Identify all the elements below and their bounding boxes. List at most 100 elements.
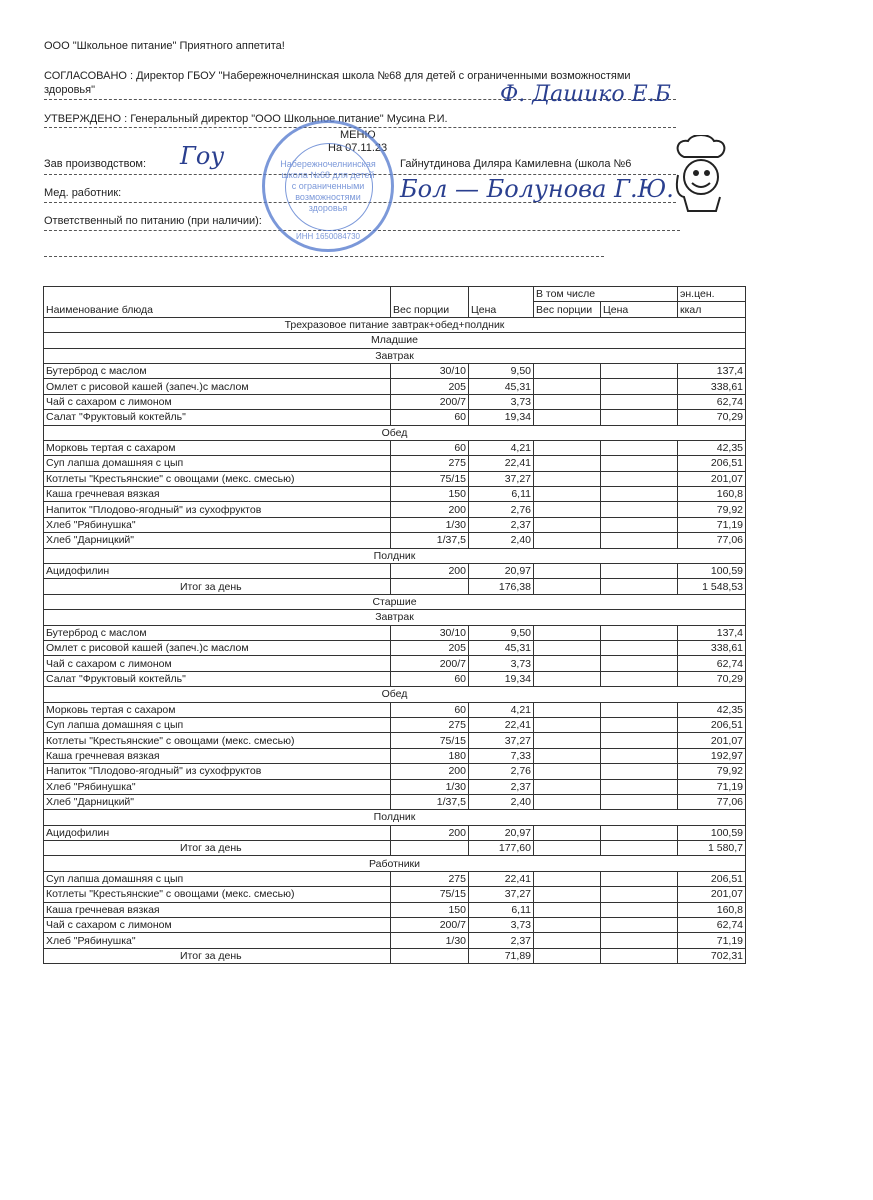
inc-price [599, 763, 679, 780]
inc-price [599, 378, 679, 395]
portion-weight: 150 [390, 901, 469, 919]
inc-price [599, 824, 679, 842]
portion-weight: 275 [390, 455, 469, 472]
kcal: 206,51 [677, 870, 747, 888]
price: 2,40 [468, 532, 534, 549]
table-row: Бутерброд с маслом 30/10 9,50 137,4 [43, 624, 747, 641]
kcal: 71,19 [677, 778, 747, 795]
price: 2,37 [468, 932, 534, 949]
inc-weight [533, 532, 601, 549]
price: 176,38 [468, 578, 534, 595]
price: 45,31 [468, 639, 534, 657]
kcal: 79,92 [677, 501, 747, 518]
price: 4,21 [468, 701, 534, 718]
inc-weight [533, 917, 601, 934]
stamp-text: Набережночелнинская школа №68 для детей … [280, 159, 376, 213]
total-label: Итог за день [43, 578, 391, 595]
table-row: Бутерброд с маслом 30/10 9,50 137,4 [43, 362, 747, 380]
price: 22,41 [468, 455, 534, 472]
section-row: Обед [42, 424, 747, 441]
menu-table: Наименование блюда Вес порции Цена В том… [42, 285, 747, 965]
dish-name: Чай с сахаром с лимоном [43, 655, 391, 672]
table-row: Чай с сахаром с лимоном 200/7 3,73 62,74 [43, 917, 747, 934]
inc-weight [533, 578, 601, 595]
header-including: В том числе [532, 285, 679, 303]
production-name: Гайнутдинова Диляра Камилевна (школа №6 [400, 158, 632, 170]
section-title: Полдник [42, 809, 747, 826]
table-row: Суп лапша домашняя с цып 275 22,41 206,51 [43, 455, 747, 472]
dish-name: Омлет с рисовой кашей (запеч.)с маслом [43, 639, 391, 657]
dish-name: Суп лапша домашняя с цып [43, 455, 391, 472]
portion-weight: 60 [390, 439, 469, 457]
production-signature: Гоу [180, 142, 225, 170]
section-title: Полдник [42, 547, 747, 565]
inc-weight [533, 824, 601, 842]
dish-name: Котлеты "Крестьянские" с овощами (мекс. … [43, 470, 391, 488]
inc-weight [533, 793, 601, 811]
price: 37,27 [468, 886, 534, 903]
inc-weight [533, 486, 601, 503]
divider [44, 256, 604, 257]
table-row: Каша гречневая вязкая 150 6,11 160,8 [43, 901, 747, 919]
inc-price [599, 516, 679, 534]
kcal: 62,74 [677, 655, 747, 672]
kcal: 77,06 [677, 532, 747, 549]
header-energy: эн.цен. [677, 285, 747, 303]
inc-price [599, 655, 679, 672]
kcal: 201,07 [677, 470, 747, 488]
inc-weight [533, 409, 601, 426]
kcal: 1 580,7 [677, 840, 747, 857]
chef-logo-icon [675, 135, 726, 212]
kcal: 1 548,53 [677, 578, 747, 595]
price: 6,11 [468, 486, 534, 503]
portion-weight: 60 [390, 670, 469, 688]
kcal: 42,35 [677, 701, 747, 718]
dish-name: Котлеты "Крестьянские" с овощами (мекс. … [43, 732, 391, 749]
total-label: Итог за день [43, 947, 391, 965]
portion-weight: 1/37,5 [390, 532, 469, 549]
header-inc-price: Цена [599, 301, 679, 318]
portion-weight: 30/10 [390, 362, 469, 380]
inc-price [599, 901, 679, 919]
kcal: 70,29 [677, 409, 747, 426]
inc-price [599, 793, 679, 811]
company-line: ООО "Школьное питание" Приятного аппетит… [44, 40, 285, 52]
dish-name: Каша гречневая вязкая [43, 747, 391, 765]
table-row: Хлеб "Рябинушка" 1/30 2,37 71,19 [43, 516, 747, 534]
portion-weight: 275 [390, 870, 469, 888]
header-inc-weight: Вес порции [533, 301, 601, 318]
price: 22,41 [468, 716, 534, 734]
kcal: 160,8 [677, 901, 747, 919]
section-row: Полдник [42, 809, 747, 826]
portion-weight: 205 [390, 378, 469, 395]
portion-weight: 75/15 [390, 732, 469, 749]
inc-price [599, 917, 679, 934]
kcal: 100,59 [677, 824, 747, 842]
portion-weight [390, 947, 469, 965]
table-row: Чай с сахаром с лимоном 200/7 3,73 62,74 [43, 393, 747, 411]
portion-weight: 150 [390, 486, 469, 503]
inc-weight [533, 763, 601, 780]
price: 3,73 [468, 393, 534, 411]
inc-price [599, 947, 679, 965]
kcal: 137,4 [677, 362, 747, 380]
table-row: Чай с сахаром с лимоном 200/7 3,73 62,74 [43, 655, 747, 672]
table-row: Суп лапша домашняя с цып 275 22,41 206,51 [43, 716, 747, 734]
portion-weight: 1/30 [390, 516, 469, 534]
kcal: 79,92 [677, 763, 747, 780]
portion-weight: 200 [390, 763, 469, 780]
price: 177,60 [468, 840, 534, 857]
inc-price [599, 455, 679, 472]
dish-name: Ацидофилин [43, 824, 391, 842]
dish-name: Бутерброд с маслом [43, 362, 391, 380]
kcal: 71,19 [677, 516, 747, 534]
inc-price [599, 840, 679, 857]
medic-label: Мед. работник: [44, 187, 122, 199]
inc-price [599, 362, 679, 380]
responsible-label: Ответственный по питанию (при наличии): [44, 215, 262, 227]
table-row: Котлеты "Крестьянские" с овощами (мекс. … [43, 732, 747, 749]
section-title: Завтрак [42, 347, 747, 364]
table-row: Напиток "Плодово-ягодный" из сухофруктов… [43, 501, 747, 518]
table-row: Ацидофилин 200 20,97 100,59 [43, 824, 747, 842]
header-weight: Вес порции [390, 286, 469, 318]
